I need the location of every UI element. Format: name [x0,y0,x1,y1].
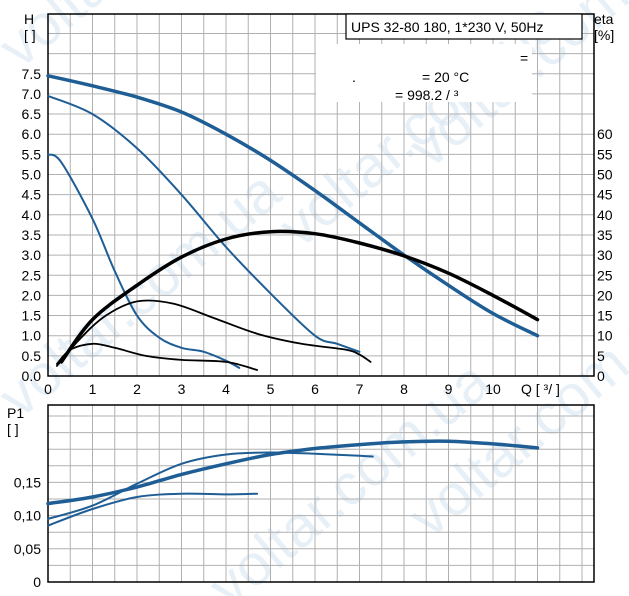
x-tick-label: 4 [222,381,230,397]
y-left-tick-label: 5.5 [22,146,42,162]
bottom-panel-frame [47,404,595,583]
y-right-tick-label: 35 [597,227,613,243]
y-right-tick-label: 55 [597,146,613,162]
head-curve-max [46,74,540,338]
p1-axis-label: [ ] [7,421,19,437]
top-panel-ticks: 0 1 2 3 4 5 6 7 8 9 100.00.51.01.52.02.53.03.54.04… [22,11,615,397]
y-left-tick-label: 1.0 [22,328,42,344]
x-tick-label: 2 [133,381,141,397]
info-box [316,44,532,102]
x-tick-label: 10 [485,381,501,397]
y-left-tick-label: 3.0 [22,247,42,263]
y-left-tick-label: 2.0 [22,287,42,303]
y-left-tick-label: 4.5 [22,187,42,203]
y-left-tick-label: 2.5 [22,267,42,283]
y-right-tick-label: 0 [597,368,605,384]
y-right-tick-label: 15 [597,308,613,324]
x-tick-label: 7 [356,381,364,397]
info-line1: = [520,50,528,66]
head-curve-mid [47,94,361,353]
p1-tick-label: 0,10 [14,508,41,524]
bottom-panel-curves [46,439,540,527]
y-left-tick-label: 6.0 [22,126,42,142]
y-left-tick-label: 4.0 [22,207,42,223]
power-curve-min [47,492,259,527]
title-box [345,13,583,40]
p1-axis-label: P1 [7,405,24,421]
info-line2-dot: . [352,69,356,85]
efficiency-curve-mid [56,299,372,367]
head-curve-min [47,153,241,369]
bottom-panel-ticks: 0 0,05 0,10 0,15 P1[ ] [7,405,41,590]
x-tick-label: 6 [311,381,319,397]
y-right-tick-label: 60 [597,126,613,142]
power-curve-max [46,439,540,506]
efficiency-curve-max [59,229,540,364]
p1-tick-label: 0 [33,574,41,590]
x-tick-label: 5 [267,381,275,397]
efficiency-curve-min [56,342,258,371]
y-right-tick-label: 40 [597,207,613,223]
y-left-tick-label: 3.5 [22,227,42,243]
top-panel-curves [46,74,540,371]
p1-tick-label: 0,05 [14,541,41,557]
p1-tick-label: 0,15 [14,474,41,490]
y-right-tick-label: 10 [597,328,613,344]
y-right-axis-label: [%] [594,27,614,43]
y-left-axis-label: [ ] [24,27,36,43]
y-left-axis-label: H [24,11,34,27]
x-tick-label: 9 [445,381,453,397]
top-panel-frame [47,13,595,377]
bottom-panel-grid [48,405,594,582]
y-left-tick-label: 1.5 [22,308,42,324]
y-left-tick-label: 7.0 [22,86,42,102]
y-right-tick-label: 45 [597,187,613,203]
y-left-tick-label: 5.0 [22,167,42,183]
x-tick-label: 3 [178,381,186,397]
x-axis-label: Q [ ³/ ] [521,381,560,397]
y-right-tick-label: 20 [597,287,613,303]
x-tick-label: 1 [89,381,97,397]
y-left-tick-label: 7.5 [22,66,42,82]
y-right-tick-label: 25 [597,267,613,283]
y-right-tick-label: 30 [597,247,613,263]
x-tick-label: 8 [400,381,408,397]
y-right-axis-label: eta [594,11,614,27]
power-curve-mid [47,451,374,520]
watermark-text: voltar.com.ua [0,0,293,80]
y-left-tick-label: 6.5 [22,106,42,122]
y-left-tick-label: 0.5 [22,348,42,364]
title-text: UPS 32-80 180, 1*230 V, 50Hz [351,19,544,35]
info-line2: = 20 °C [422,69,469,85]
x-tick-label: 0 [44,381,52,397]
y-right-tick-label: 50 [597,167,613,183]
info-line3: = 998.2 / ³ [395,87,459,103]
y-right-tick-label: 5 [597,348,605,364]
y-left-tick-label: 0.0 [22,368,42,384]
